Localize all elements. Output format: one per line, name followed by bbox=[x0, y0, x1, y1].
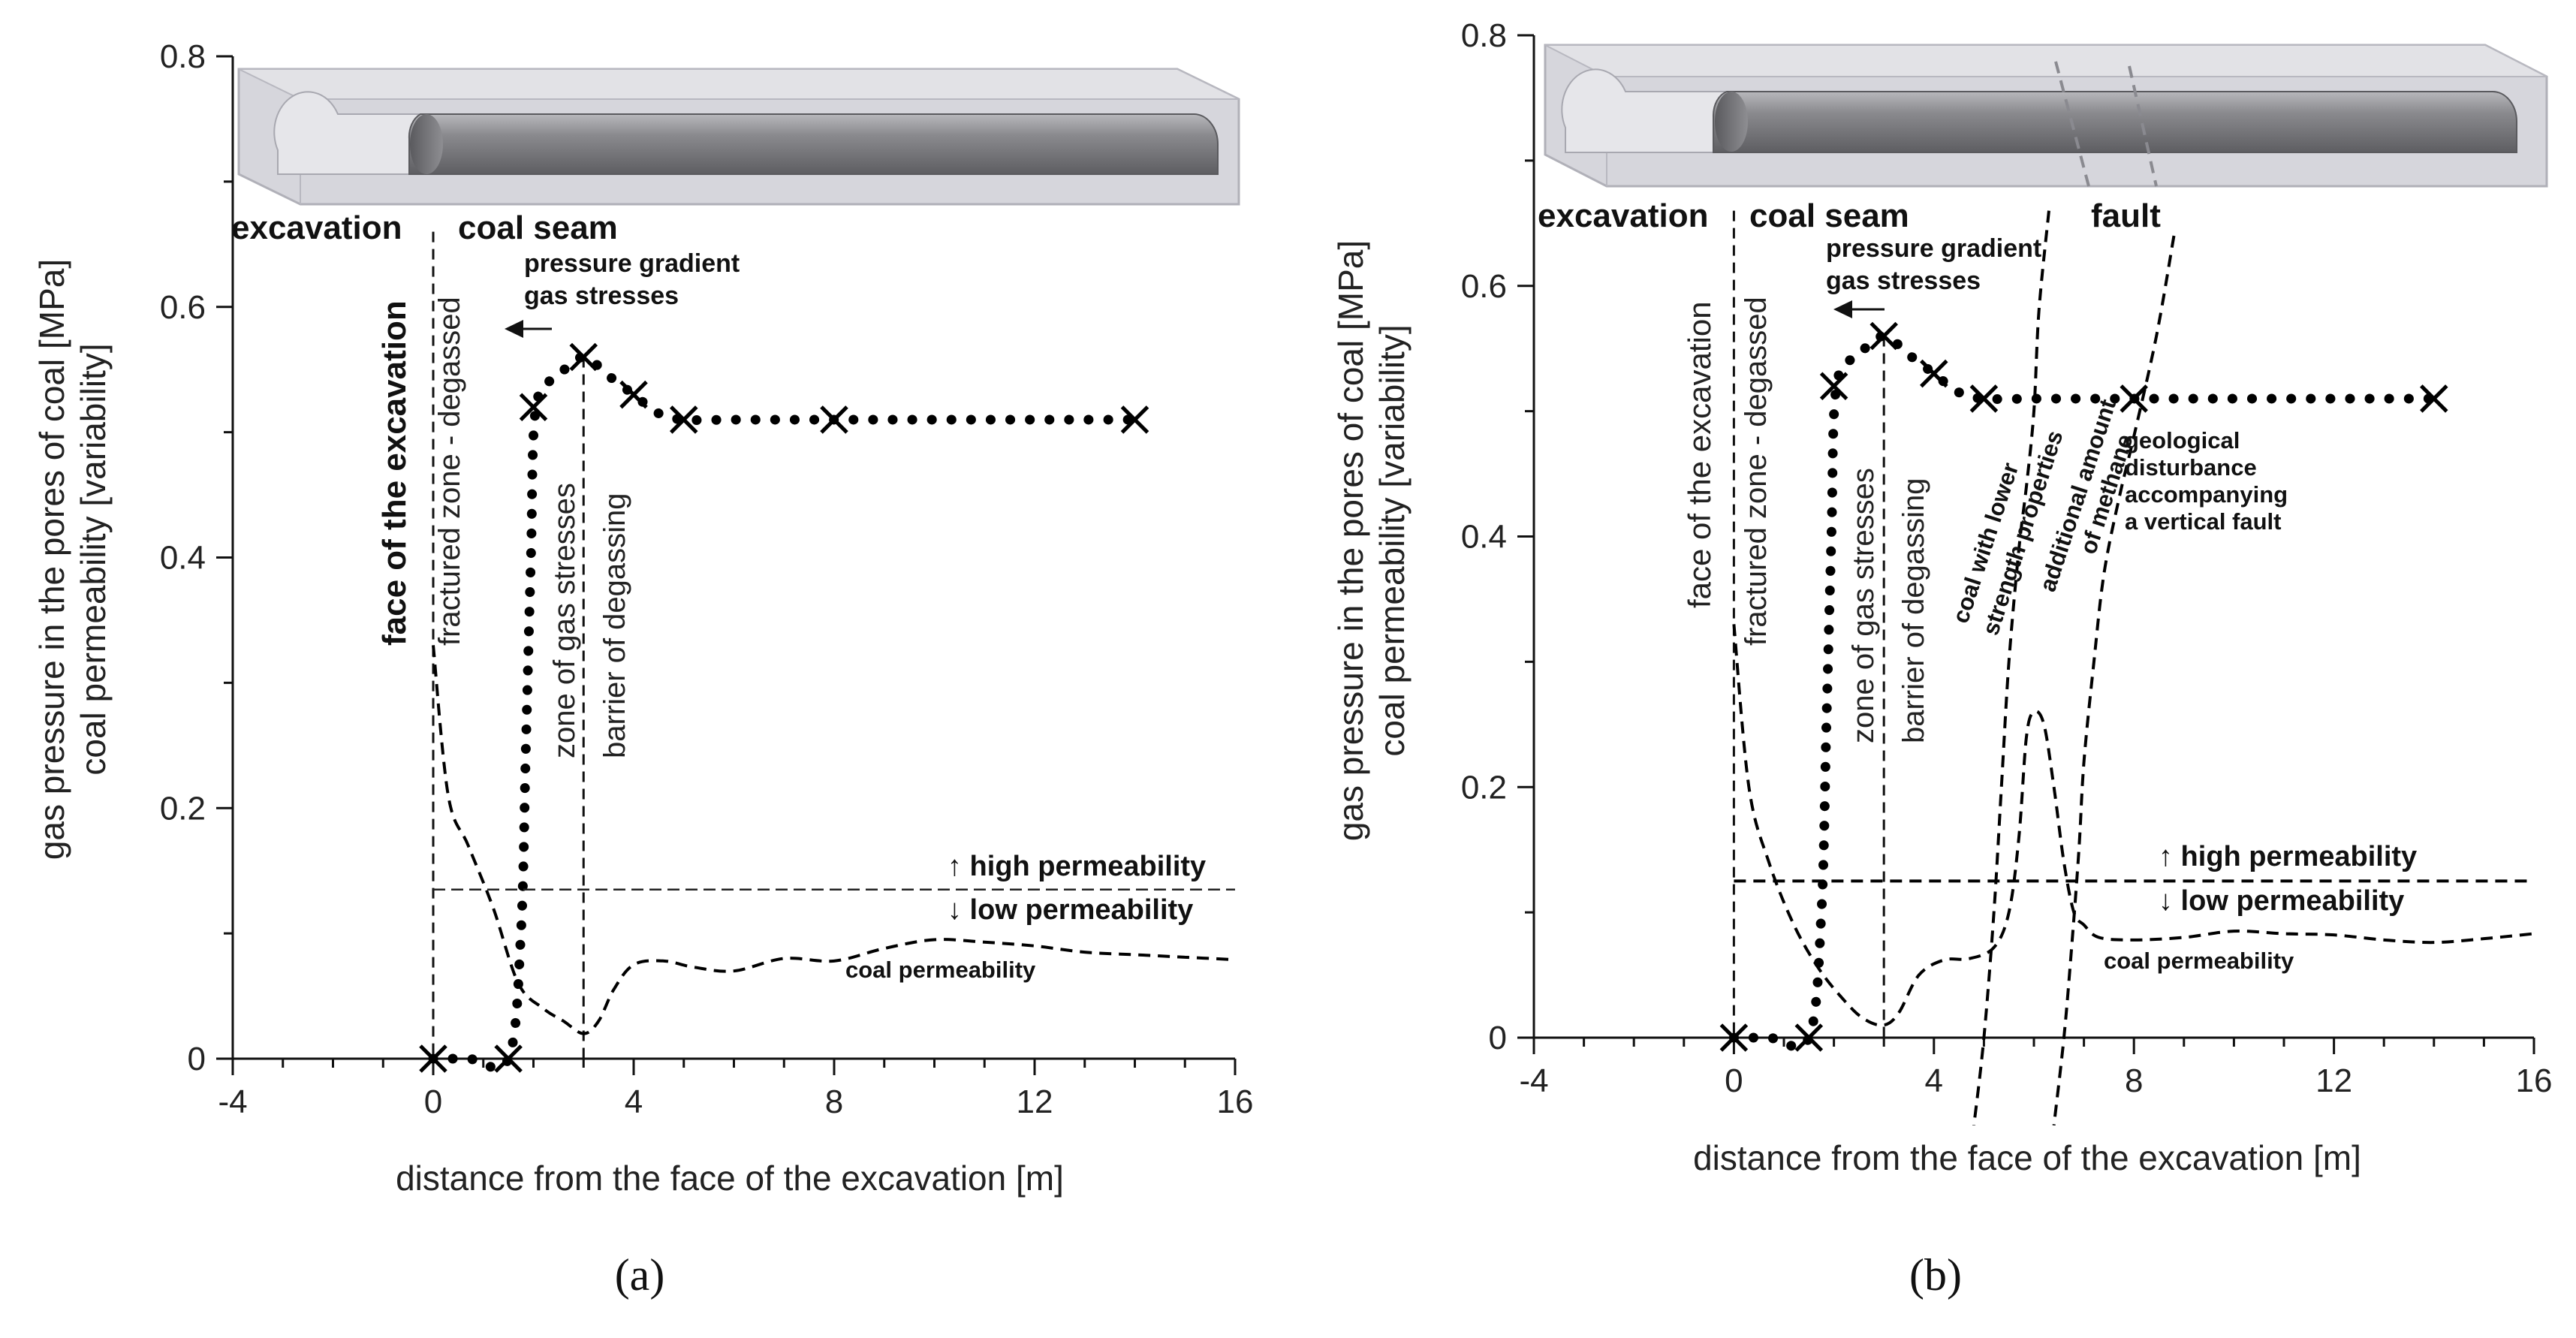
x-tick-label: 12 bbox=[1017, 1083, 1053, 1120]
pressure-gradient-arrow bbox=[505, 320, 552, 338]
label-excavation: excavation bbox=[1538, 197, 1708, 234]
series-gas-pressure-line bbox=[428, 351, 1140, 1073]
data-point-x-marker bbox=[519, 393, 548, 422]
x-tick-label: 0 bbox=[424, 1083, 442, 1120]
tunnel-illustration-a bbox=[237, 68, 1240, 206]
y-tick-label: 0.4 bbox=[160, 540, 206, 577]
label-barrier-of-degassing: barrier of degassing bbox=[598, 493, 631, 758]
data-point-x-marker bbox=[419, 1044, 447, 1073]
axes-b: -4 0 4 8 12 16 0 0.2 0.4 0.6 0.8 bbox=[1461, 17, 2553, 1099]
label-barrier-of-degassing: barrier of degassing bbox=[1897, 478, 1930, 743]
data-point-x-marker bbox=[669, 405, 698, 434]
data-point-x-marker bbox=[1920, 359, 1948, 388]
x-tick-label: 8 bbox=[2125, 1062, 2143, 1099]
x-tick-label: 0 bbox=[1725, 1062, 1743, 1099]
data-point-x-marker bbox=[1869, 321, 1898, 351]
series-coal-permeability-line bbox=[432, 645, 1236, 1035]
label-low-permeability: ↓ low permeability bbox=[948, 894, 1193, 926]
panel-caption-b: (b) bbox=[1909, 1250, 1962, 1300]
label-geological-2: disturbance bbox=[2125, 454, 2257, 481]
label-fault: fault bbox=[2091, 197, 2161, 234]
y-tick-label: 0.8 bbox=[160, 38, 206, 75]
y-tick-label: 0 bbox=[188, 1041, 206, 1077]
y-tick-label: 0 bbox=[1489, 1020, 1507, 1056]
x-tick-label: -4 bbox=[218, 1083, 247, 1120]
data-point-x-marker bbox=[1819, 372, 1848, 401]
x-tick-label: 4 bbox=[1925, 1062, 1943, 1099]
axes-a: -4 0 4 8 12 16 0 0.2 0.4 0.6 0.8 bbox=[160, 38, 1254, 1120]
label-geological-1: geological bbox=[2125, 427, 2240, 454]
series-gas-pressure-line bbox=[1728, 330, 2439, 1052]
data-point-x-marker bbox=[1719, 1023, 1749, 1052]
label-zone-of-gas-stresses: zone of gas stresses bbox=[1847, 468, 1880, 743]
label-geological-4: a vertical fault bbox=[2125, 508, 2281, 535]
label-fractured-zone: fractured zone - degassed bbox=[1740, 297, 1773, 646]
label-gas-stresses: gas stresses bbox=[524, 282, 679, 310]
panel-caption-a: (a) bbox=[615, 1250, 665, 1300]
y-ticks: 0 0.2 0.4 0.6 0.8 bbox=[1461, 17, 1534, 1056]
data-point-x-marker bbox=[2120, 384, 2148, 413]
label-face-of-excavation: face of the excavation bbox=[1682, 301, 1717, 608]
pressure-gradient-arrow bbox=[1833, 300, 1885, 318]
x-tick-label: 12 bbox=[2315, 1062, 2352, 1099]
label-high-permeability: ↑ high permeability bbox=[948, 851, 1206, 882]
series-group-a bbox=[419, 231, 1236, 1073]
x-tick-label: 8 bbox=[825, 1083, 843, 1120]
series-fault-trace-left-line bbox=[1972, 210, 2050, 1126]
y-tick-label: 0.6 bbox=[160, 289, 206, 326]
y-axis-label-line-1: gas pressure in the pores of coal [MPa] bbox=[1331, 240, 1370, 841]
label-face-of-excavation: face of the excavation bbox=[376, 300, 413, 646]
label-fractured-zone: fractured zone - degassed bbox=[433, 297, 466, 646]
y-axis-label-line-2: coal permeability [variability] bbox=[1372, 324, 1412, 756]
tunnel-illustration-b bbox=[1544, 44, 2548, 188]
data-point-x-marker bbox=[1120, 405, 1149, 434]
label-coal-permeability: coal permeability bbox=[2104, 948, 2294, 974]
data-point-x-marker bbox=[2420, 384, 2448, 413]
y-tick-label: 0.6 bbox=[1461, 268, 1507, 305]
label-coal-seam: coal seam bbox=[1749, 197, 1909, 234]
data-point-x-marker bbox=[820, 405, 848, 434]
label-coal-permeability: coal permeability bbox=[845, 957, 1036, 983]
x-tick-label: -4 bbox=[1519, 1062, 1548, 1099]
label-low-permeability: ↓ low permeability bbox=[2159, 885, 2404, 917]
y-tick-label: 0.8 bbox=[1461, 17, 1507, 54]
y-ticks: 0 0.2 0.4 0.6 0.8 bbox=[160, 38, 233, 1077]
label-gas-stresses: gas stresses bbox=[1826, 267, 1981, 295]
series-fault-trace-right-line bbox=[2052, 235, 2176, 1126]
x-ticks: -4 0 4 8 12 16 bbox=[1519, 1038, 2552, 1099]
y-tick-label: 0.4 bbox=[1461, 519, 1507, 556]
series-group-b bbox=[1719, 210, 2535, 1126]
data-point-x-marker bbox=[1969, 384, 1999, 413]
x-axis-label: distance from the face of the excavation… bbox=[1693, 1138, 2361, 1177]
label-geological-3: accompanying bbox=[2125, 481, 2288, 508]
x-tick-label: 16 bbox=[1217, 1083, 1254, 1120]
y-axis-label-line-2: coal permeability [variability] bbox=[74, 343, 113, 775]
chart-panel-b: -4 0 4 8 12 16 0 0.2 0.4 0.6 0.8 distance from th… bbox=[1331, 17, 2552, 1300]
x-tick-label: 4 bbox=[625, 1083, 643, 1120]
data-point-x-marker bbox=[569, 342, 598, 372]
chart-panel-a: -4 0 4 8 12 16 0 0.2 0.4 0.6 0.8 distance from th… bbox=[32, 38, 1253, 1300]
data-point-x-marker bbox=[1794, 1023, 1824, 1052]
x-ticks: -4 0 4 8 12 16 bbox=[218, 1059, 1253, 1120]
y-axis-label-line-1: gas pressure in the pores of coal [MPa] bbox=[32, 259, 71, 860]
label-coal-seam: coal seam bbox=[458, 209, 618, 246]
data-point-x-marker bbox=[619, 380, 648, 409]
label-zone-of-gas-stresses: zone of gas stresses bbox=[548, 483, 581, 758]
x-tick-label: 16 bbox=[2516, 1062, 2553, 1099]
x-axis-label: distance from the face of the excavation… bbox=[396, 1159, 1064, 1198]
label-excavation: excavation bbox=[231, 209, 402, 246]
label-pressure-gradient: pressure gradient bbox=[1826, 234, 2041, 263]
data-point-x-marker bbox=[494, 1044, 523, 1073]
series-coal-permeability-line bbox=[1732, 624, 2535, 1027]
label-high-permeability: ↑ high permeability bbox=[2159, 841, 2417, 872]
y-tick-label: 0.2 bbox=[160, 790, 206, 827]
y-tick-label: 0.2 bbox=[1461, 769, 1507, 806]
label-pressure-gradient: pressure gradient bbox=[524, 249, 740, 278]
